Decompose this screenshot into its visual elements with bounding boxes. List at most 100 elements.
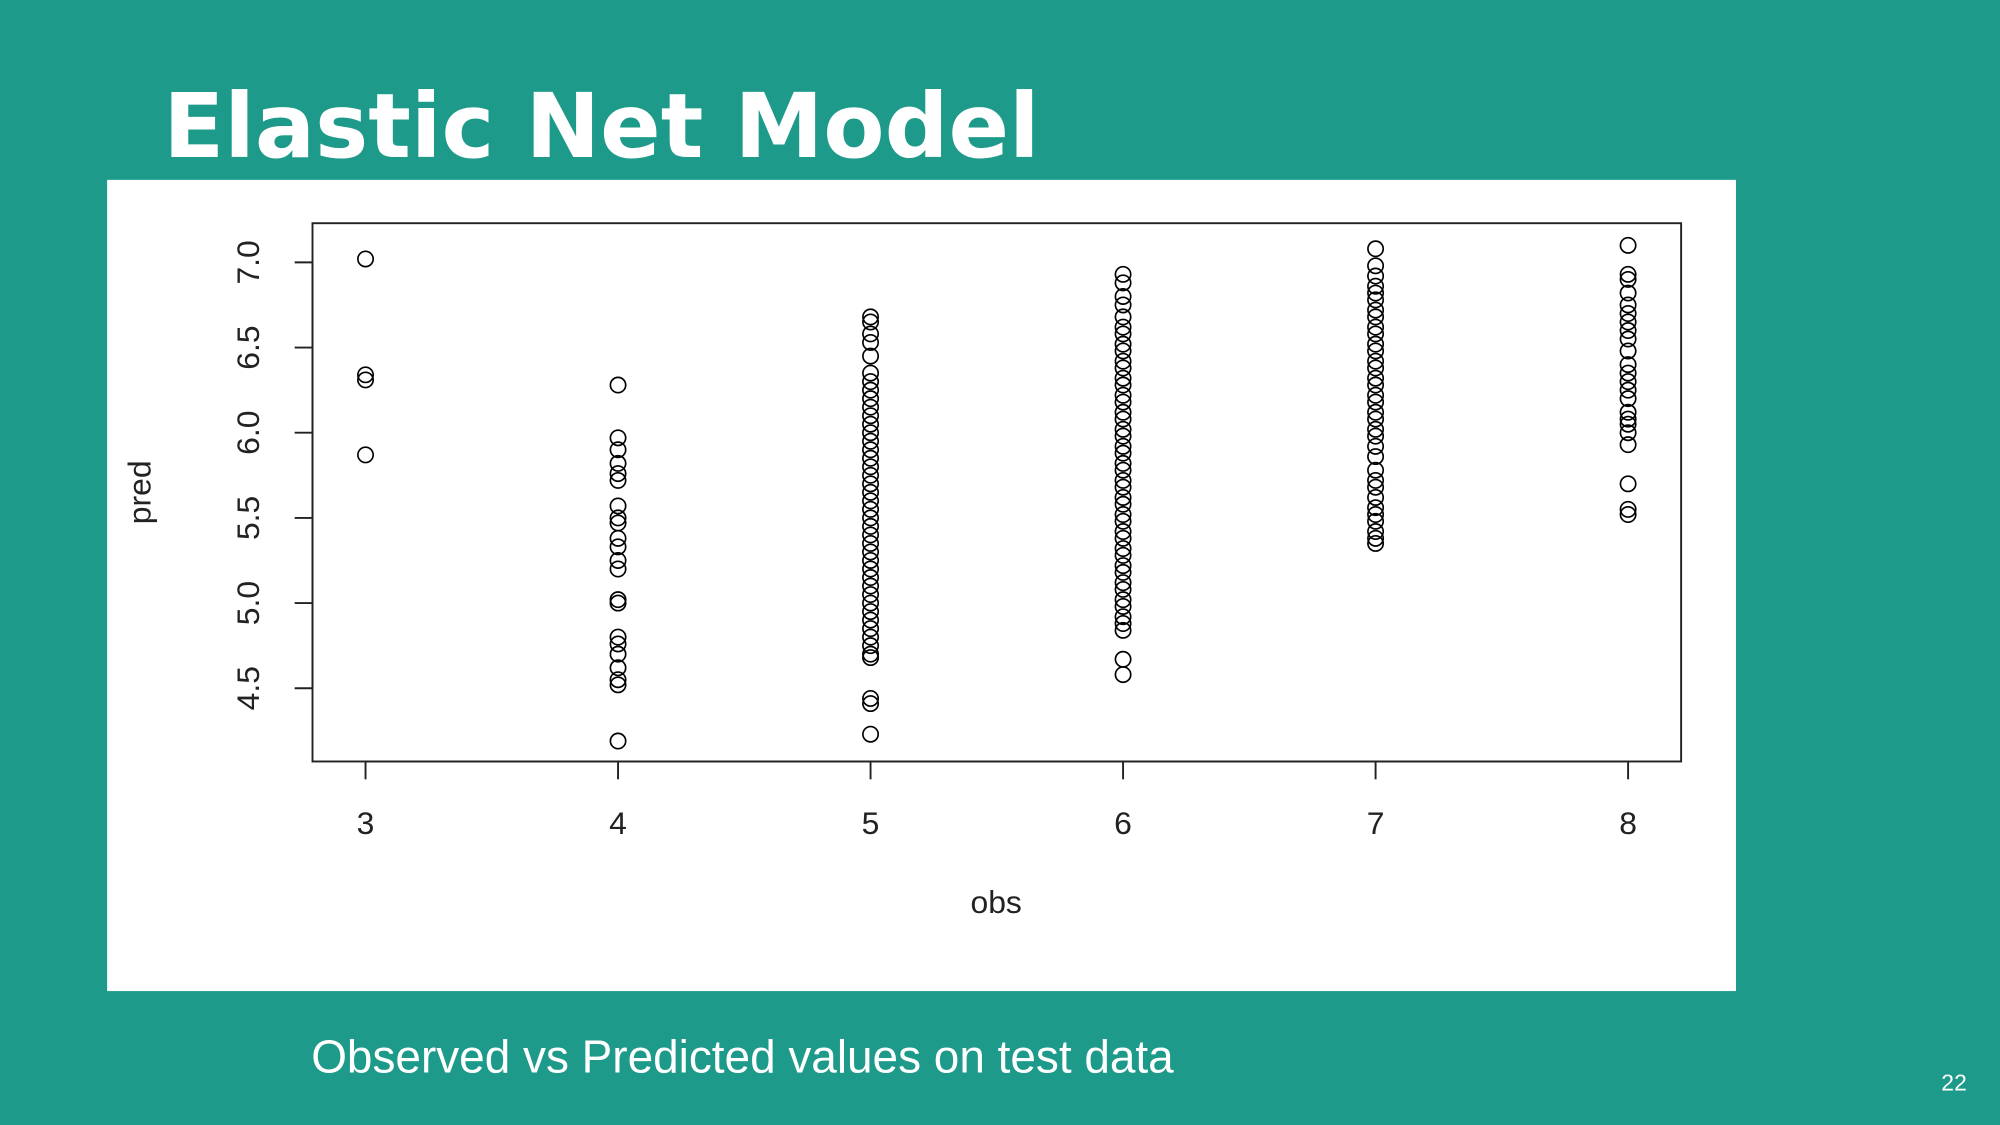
y-tick-label: 7.0 — [230, 240, 266, 284]
point — [1114, 506, 1132, 523]
point — [1114, 342, 1132, 360]
point — [1619, 475, 1637, 493]
point — [862, 466, 880, 484]
point — [862, 725, 880, 743]
x-tick-label: 3 — [357, 805, 375, 841]
point — [1367, 318, 1385, 336]
point — [1619, 424, 1637, 442]
point — [1114, 529, 1132, 547]
point — [1619, 330, 1637, 348]
point — [1114, 540, 1132, 558]
point — [1114, 580, 1132, 598]
point — [1114, 557, 1132, 575]
point — [862, 347, 880, 365]
point — [1114, 437, 1132, 455]
x-tick-label: 4 — [609, 805, 627, 841]
point — [862, 543, 880, 561]
point — [862, 689, 880, 707]
point — [609, 671, 627, 689]
point — [1114, 615, 1132, 632]
point — [1619, 436, 1637, 454]
slide-title: Elastic Net Model — [163, 75, 1039, 179]
x-axis-label: obs — [970, 884, 1021, 920]
point — [1114, 287, 1132, 305]
chart-panel — [107, 179, 1736, 992]
point — [862, 424, 880, 442]
point — [1367, 267, 1385, 285]
point — [609, 551, 627, 569]
point — [609, 441, 627, 459]
point — [1367, 461, 1385, 479]
point — [1619, 296, 1637, 314]
x-tick-label: 7 — [1367, 805, 1385, 841]
point — [1367, 427, 1385, 445]
point — [1367, 277, 1385, 295]
point — [1367, 291, 1385, 309]
point — [862, 492, 880, 510]
point — [862, 509, 880, 527]
point — [1114, 574, 1132, 592]
point — [862, 628, 880, 646]
point — [1367, 335, 1385, 353]
point — [1114, 478, 1132, 496]
point — [862, 398, 880, 416]
point — [609, 429, 627, 447]
point — [1114, 597, 1132, 615]
point — [1619, 265, 1637, 283]
point — [1114, 325, 1132, 343]
point — [357, 371, 375, 389]
point — [1114, 403, 1132, 421]
point — [1114, 461, 1132, 479]
point — [862, 551, 880, 569]
point — [1619, 270, 1637, 288]
point — [1367, 342, 1385, 360]
y-tick-label: 5.5 — [230, 496, 266, 540]
point — [1114, 308, 1132, 326]
point — [1367, 512, 1385, 530]
point — [1619, 500, 1637, 518]
point — [609, 659, 627, 677]
point — [1114, 471, 1132, 489]
point — [862, 560, 880, 578]
point — [862, 381, 880, 399]
point — [1114, 410, 1132, 428]
point — [609, 376, 627, 394]
point — [862, 458, 880, 476]
point — [1619, 356, 1637, 374]
point — [1367, 257, 1385, 275]
point — [1367, 529, 1385, 547]
point — [862, 517, 880, 535]
point — [862, 526, 880, 544]
point — [609, 645, 627, 663]
point — [1367, 523, 1385, 541]
point — [862, 577, 880, 595]
point — [1367, 448, 1385, 466]
point — [862, 333, 880, 351]
point — [1367, 369, 1385, 387]
point — [862, 649, 880, 667]
point — [1114, 495, 1132, 513]
point — [1114, 420, 1132, 438]
caption: Observed vs Predicted values on test dat… — [311, 1031, 1174, 1083]
point — [1114, 488, 1132, 506]
point — [1619, 403, 1637, 421]
point — [1367, 240, 1385, 258]
point — [1114, 427, 1132, 445]
point — [1619, 381, 1637, 399]
point — [1114, 666, 1132, 684]
point — [862, 441, 880, 459]
point — [1367, 308, 1385, 326]
point — [1114, 376, 1132, 394]
point — [1114, 444, 1132, 462]
point — [1114, 454, 1132, 472]
point — [609, 497, 627, 515]
point — [1619, 390, 1637, 408]
point — [1619, 284, 1637, 302]
point — [1367, 403, 1385, 421]
point — [862, 475, 880, 493]
point — [862, 695, 880, 713]
point — [609, 676, 627, 694]
point — [1114, 591, 1132, 609]
point — [862, 603, 880, 621]
point — [1114, 296, 1132, 314]
